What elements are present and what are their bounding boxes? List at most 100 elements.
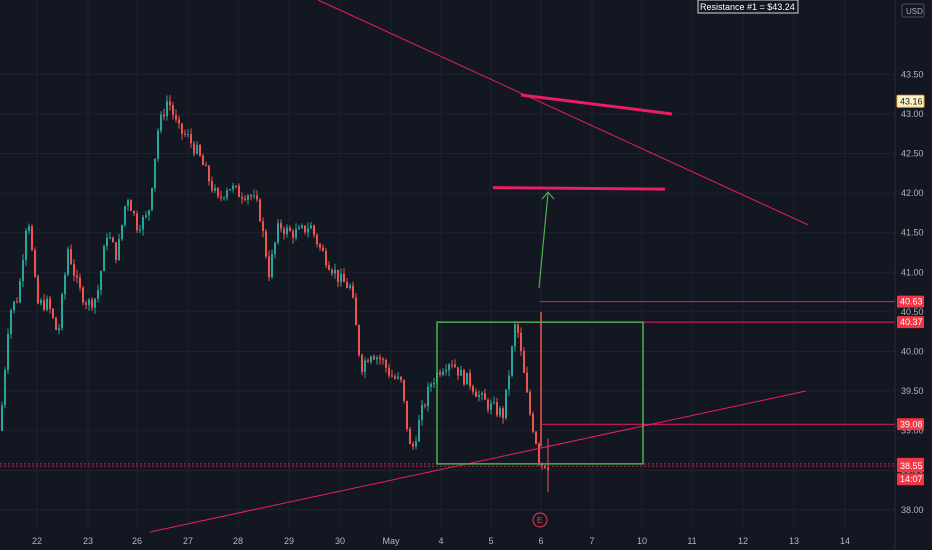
candle-body [463,369,465,385]
resistance-segment [492,186,666,191]
drawings [0,0,895,533]
price-tick-label: 41.50 [901,228,924,238]
candle-body [187,134,189,136]
candle-body [277,222,279,243]
time-tick-label: 10 [637,536,647,546]
candle-body [199,144,201,156]
candle-body [358,325,360,356]
candle-body [376,357,378,360]
candle-body [85,302,87,305]
candle-body [505,389,507,419]
candle-body [262,221,264,232]
candle-body [37,276,39,304]
candle-body [25,230,27,261]
time-tick-label: 26 [132,536,142,546]
candle-body [283,228,285,235]
candle-body [10,310,12,334]
candle-body [13,301,15,311]
candle-body [220,196,222,198]
candle-body [4,370,6,406]
time-tick-label: 13 [789,536,799,546]
candle-body [55,317,57,330]
candle-body [172,105,174,116]
price-tag-bg [897,460,924,473]
candle-body [196,144,198,154]
candle-body [421,404,423,420]
candle-body [442,371,444,375]
candle-body [31,226,33,251]
candle-body [511,346,513,376]
candle-body [61,294,63,329]
candle-body [538,443,540,464]
price-tag-39.08: 39.08 [897,418,924,431]
candle-body [127,200,129,206]
candle-body [439,372,441,375]
candle-body [460,369,462,376]
annotation-box[interactable]: Resistance #1 = $43.24 [697,0,799,14]
candle-body [76,275,78,278]
candle-body [457,367,459,376]
candle-body [331,269,333,274]
time-tick-label: 22 [32,536,42,546]
candle-body [481,393,483,395]
candle-body [499,408,501,416]
uptrend-line [149,390,807,533]
time-tick-label: 7 [589,536,594,546]
candle-body [118,239,120,261]
candle-body [19,281,21,303]
price-tick-label: 40.00 [901,346,924,356]
candle-body [181,123,183,134]
price-tag-bg [897,316,924,329]
time-tick-label: 5 [488,536,493,546]
candle-body [313,225,315,235]
candle-body [130,200,132,211]
candle-body [241,197,243,199]
candle-body [190,134,192,144]
price-axis[interactable]: 38.0038.5039.0039.5040.0040.5041.0041.50… [894,0,924,550]
price-tick-label: 42.50 [901,149,924,159]
candle-body [391,375,393,377]
candle-body [268,256,270,278]
candle-body [433,383,435,385]
earnings-label: E [537,516,542,525]
candle-body [445,370,447,372]
candle-body [523,351,525,373]
candle-body [124,205,126,225]
candle-body [97,290,99,299]
candle-body [94,298,96,308]
price-tick-label: 43.50 [901,69,924,79]
candle-body [250,195,252,197]
candle-body [487,399,489,410]
candle-body [145,215,147,218]
candle-body [16,301,18,303]
time-axis[interactable]: 22 23 26 27 28 29 30 May 4 5 6 7 10 11 12 13 14 [32,536,850,546]
candle-body [151,187,153,211]
time-tick-label: 30 [335,536,345,546]
candle-body [340,273,342,282]
candle-body [43,300,45,310]
candle-body [70,249,72,265]
candle-body [136,213,138,231]
candle-body [40,300,42,304]
candle-body [469,372,471,387]
earnings-marker[interactable]: E [532,512,548,528]
candle-body [478,394,480,397]
candle-body [472,386,474,392]
candle-body [244,198,246,200]
candle-body [208,165,210,182]
candle-body [427,386,429,406]
candle-body [484,393,486,400]
price-tag-14-07: 14:07 [897,473,924,486]
price-tag-bg [896,94,925,108]
candle-body [490,403,492,410]
candle-body [289,227,291,232]
candle-body [142,217,144,230]
candle-body [454,364,456,368]
candle-body [109,237,111,239]
currency-badge[interactable]: USD [901,3,925,18]
candle-body [334,269,336,274]
candle-body [388,367,390,376]
candle-body [52,308,54,318]
